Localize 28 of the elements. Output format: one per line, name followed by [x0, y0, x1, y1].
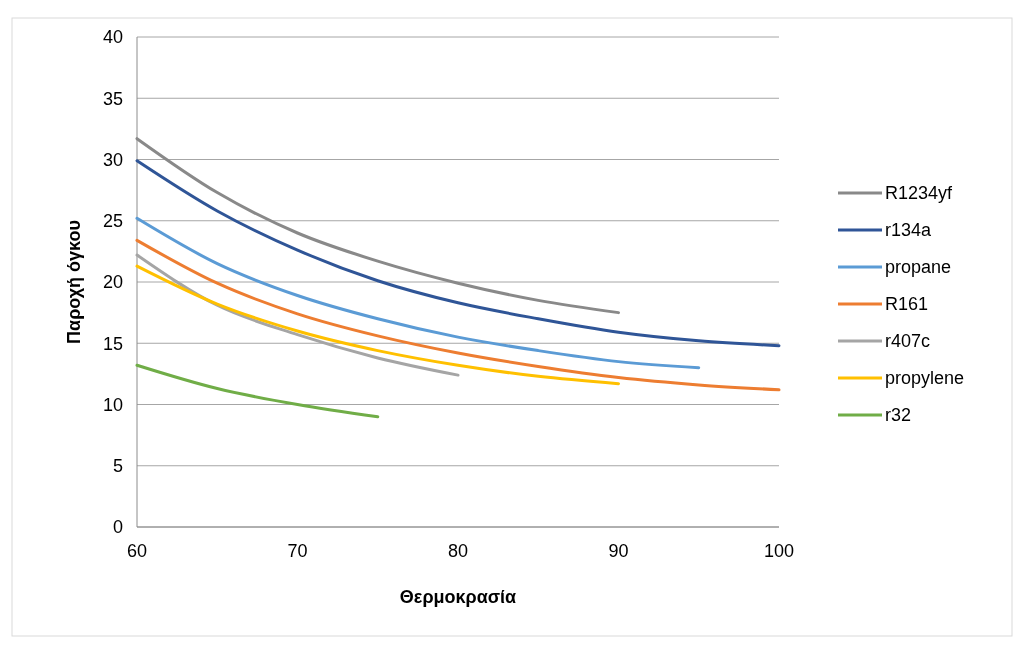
legend-label: r134a [885, 220, 933, 241]
legend-label: R161 [885, 294, 929, 315]
legend-label: R1234yf [885, 183, 954, 204]
legend-label: r32 [885, 405, 912, 426]
y-tick-label: 20 [102, 272, 123, 293]
line-series [135, 159, 781, 348]
y-tick-label: 5 [112, 456, 123, 477]
x-tick-label: 60 [126, 541, 148, 561]
line-series [135, 216, 701, 370]
legend-label: propane [885, 257, 952, 278]
y-tick-label: 15 [102, 333, 123, 354]
y-tick-label: 10 [102, 394, 123, 415]
line-series [135, 238, 781, 392]
legend-label: r407c [885, 331, 931, 352]
x-tick-label: 70 [287, 541, 308, 561]
y-tick-label: 40 [102, 27, 123, 48]
y-tick-label: 25 [102, 211, 123, 232]
x-tick-label: 100 [763, 541, 795, 561]
legend-label: propylene [885, 368, 965, 389]
y-tick-label: 0 [112, 517, 123, 538]
y-tick-label: 35 [102, 88, 123, 109]
x-tick-label: 90 [608, 541, 629, 561]
y-tick-label: 30 [102, 149, 123, 170]
line-series [135, 264, 620, 386]
line-series [135, 363, 380, 419]
y-axis-title: Παροχή όγκου [64, 220, 84, 344]
x-tick-label: 80 [447, 541, 469, 561]
x-axis-title: Θερμοκρασία [399, 587, 517, 607]
